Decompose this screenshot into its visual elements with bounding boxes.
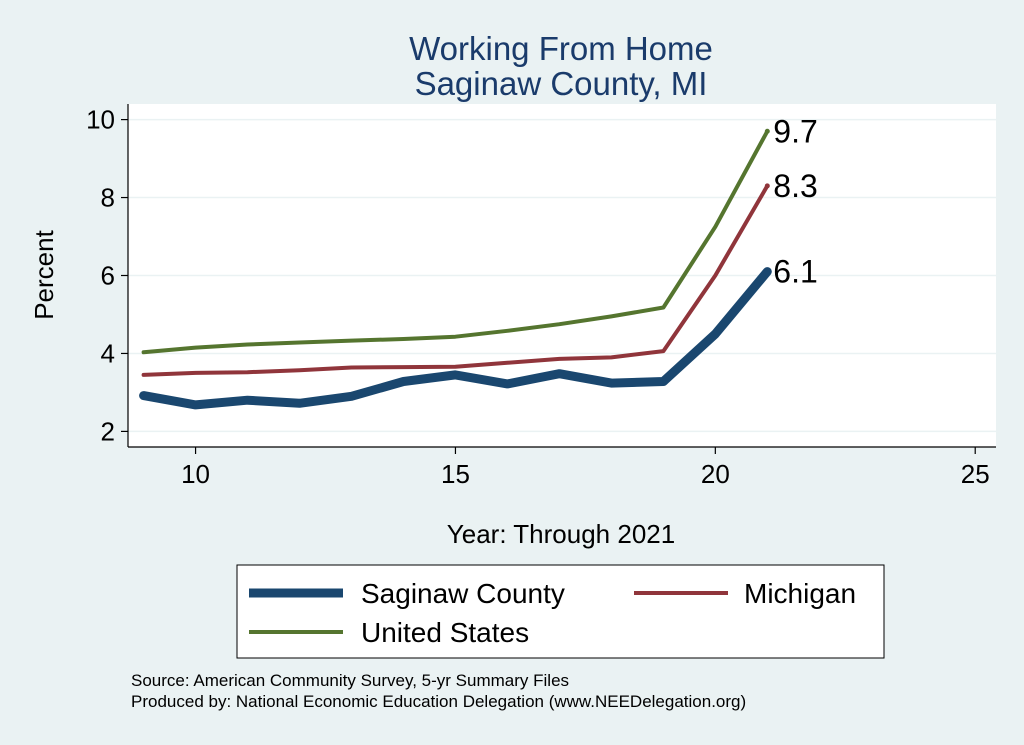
end-labels: 9.7 8.3 6.1 xyxy=(773,113,817,289)
end-label-saginaw-county: 6.1 xyxy=(773,254,817,290)
chart-title-line-1: Working From Home xyxy=(409,30,713,67)
y-tick-label-6: 6 xyxy=(101,261,115,291)
x-tick-label-20: 20 xyxy=(701,459,730,489)
series-line-saginaw-county xyxy=(139,267,772,410)
x-axis-title: Year: Through 2021 xyxy=(447,519,675,549)
end-point-michigan xyxy=(764,183,770,189)
chart-footer: Source: American Community Survey, 5-yr … xyxy=(131,670,746,712)
legend-label-michigan: Michigan xyxy=(744,578,856,609)
x-tick-label-10: 10 xyxy=(181,459,210,489)
end-label-united-states: 9.7 xyxy=(773,113,817,149)
y-tick-label-4: 4 xyxy=(101,338,115,368)
x-tick-label-25: 25 xyxy=(961,459,990,489)
y-axis-title: Percent xyxy=(29,229,59,319)
y-tick-label-10: 10 xyxy=(86,105,115,135)
legend: Saginaw County Michigan United States xyxy=(236,564,885,659)
end-label-michigan: 8.3 xyxy=(773,168,817,204)
end-point-united-states xyxy=(764,128,770,134)
series-line-michigan xyxy=(141,183,770,377)
legend-box xyxy=(236,564,885,659)
gridlines xyxy=(128,118,996,433)
x-tick-label-15: 15 xyxy=(441,459,470,489)
chart-title-line-2: Saginaw County, MI xyxy=(415,65,708,102)
source-note: Source: American Community Survey, 5-yr … xyxy=(131,671,570,690)
end-point-saginaw-county xyxy=(764,269,770,275)
legend-label-united-states: United States xyxy=(361,617,529,648)
y-tick-label-2: 2 xyxy=(101,416,115,446)
produced-note: Produced by: National Economic Education… xyxy=(131,692,747,711)
legend-label-saginaw: Saginaw County xyxy=(361,578,565,609)
axes: 2 4 6 8 10 10 15 20 25 xyxy=(86,104,996,489)
series-lines xyxy=(139,128,772,410)
series-line-united-states xyxy=(141,129,770,355)
y-tick-label-8: 8 xyxy=(101,183,115,213)
